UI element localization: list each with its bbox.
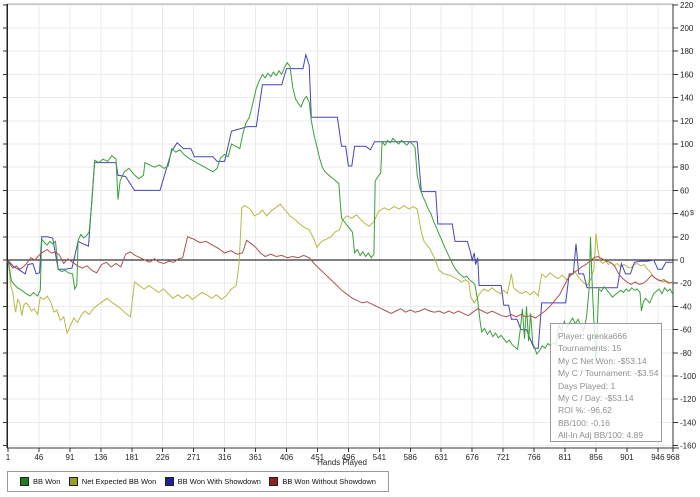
- tooltip-line: Tournaments: 15: [558, 343, 622, 354]
- legend-label: Net Expected BB Won: [81, 477, 157, 486]
- y-tick-label: 200: [680, 24, 694, 33]
- chart-legend: BB Won Net Expected BB Won BB Won With Sho…: [7, 471, 389, 492]
- legend-swatch-icon: [269, 477, 279, 486]
- x-tick-label: 181: [125, 453, 139, 462]
- y-tick-label: 80: [680, 163, 689, 172]
- legend-item-bb-won[interactable]: BB Won: [20, 477, 60, 486]
- x-tick-label: 406: [280, 453, 294, 462]
- tooltip-line: All-In Adj BB/100: 4.89: [558, 430, 644, 441]
- x-tick-label: 1: [6, 453, 11, 462]
- series-bb-won-with-showdown: [7, 52, 673, 349]
- x-tick-label: 541: [373, 453, 387, 462]
- x-tick-label: 968: [666, 453, 680, 462]
- stats-tooltip: Player: grenka666 Tournaments: 15 My C Net…: [550, 323, 662, 442]
- legend-label: BB Won Without Showdown: [282, 477, 376, 486]
- x-tick-label: 676: [466, 453, 480, 462]
- x-tick-label: 631: [435, 453, 449, 462]
- legend-item-bb-won-without-showdown[interactable]: BB Won Without Showdown: [269, 477, 376, 486]
- y-tick-label: 100: [680, 140, 694, 149]
- y-tick-label: 120: [680, 117, 694, 126]
- x-tick-label: 361: [249, 453, 263, 462]
- y-tick-label: -100: [680, 372, 697, 381]
- y-tick-label: -80: [680, 349, 692, 358]
- x-tick-label: 46: [34, 453, 43, 462]
- x-tick-label: 496: [342, 453, 356, 462]
- x-tick-label: 901: [620, 453, 634, 462]
- legend-label: BB Won: [33, 477, 61, 486]
- x-tick-label: 586: [404, 453, 418, 462]
- legend-swatch-icon: [20, 477, 29, 486]
- y-tick-label: 140: [680, 94, 694, 103]
- y-axis-unit: $: [690, 210, 694, 217]
- y-tick-label: 180: [680, 47, 694, 56]
- x-tick-label: 271: [187, 453, 201, 462]
- x-tick-label: 856: [589, 453, 603, 462]
- y-tick-label: -140: [680, 418, 697, 427]
- tooltip-line: Days Played: 1: [558, 380, 616, 391]
- x-tick-label: 136: [94, 453, 108, 462]
- legend-swatch-icon: [164, 477, 174, 486]
- tooltip-line: My C Net Won: -$53.14: [558, 355, 647, 366]
- legend-item-net-expected-bb-won[interactable]: Net Expected BB Won: [68, 477, 157, 486]
- y-tick-label: 60: [680, 186, 689, 195]
- series-net-expected-bb-won: [7, 203, 674, 335]
- x-tick-label: 721: [496, 453, 510, 462]
- tooltip-line: ROI %: -96.62: [558, 405, 612, 416]
- x-tick-label: 766: [527, 453, 541, 462]
- y-tick-label: -60: [680, 326, 692, 335]
- y-tick-label: 40: [680, 210, 689, 219]
- y-tick-label: 20: [680, 233, 689, 242]
- y-tick-label: 160: [680, 70, 694, 79]
- y-tick-label: 0: [680, 256, 685, 265]
- y-tick-label: -160: [680, 442, 697, 451]
- tooltip-line: BB/100: -0.16: [558, 417, 610, 428]
- x-tick-label: 451: [311, 453, 325, 462]
- y-tick-label: -20: [680, 279, 692, 288]
- tooltip-line: Player: grenka666: [558, 331, 627, 341]
- x-tick-label: 946: [651, 453, 665, 462]
- legend-item-bb-won-with-showdown[interactable]: BB Won With Showdown: [164, 477, 261, 486]
- y-tick-label: -120: [680, 395, 697, 404]
- y-tick-label: -40: [680, 302, 692, 311]
- tooltip-line: My C / Day: -$53.14: [558, 393, 634, 404]
- x-axis-title: Hands Played: [317, 458, 367, 467]
- legend-label: BB Won With Showdown: [177, 477, 261, 486]
- x-tick-label: 811: [559, 453, 572, 462]
- legend-swatch-icon: [68, 477, 78, 486]
- tooltip-line: My C / Tournament: -$3.54: [558, 368, 659, 379]
- series-bb-won-without-showdown: [7, 236, 674, 319]
- x-tick-label: 316: [218, 453, 232, 462]
- y-tick-label: 220: [680, 1, 694, 10]
- x-tick-label: 226: [156, 453, 170, 462]
- x-tick-label: 91: [65, 453, 74, 462]
